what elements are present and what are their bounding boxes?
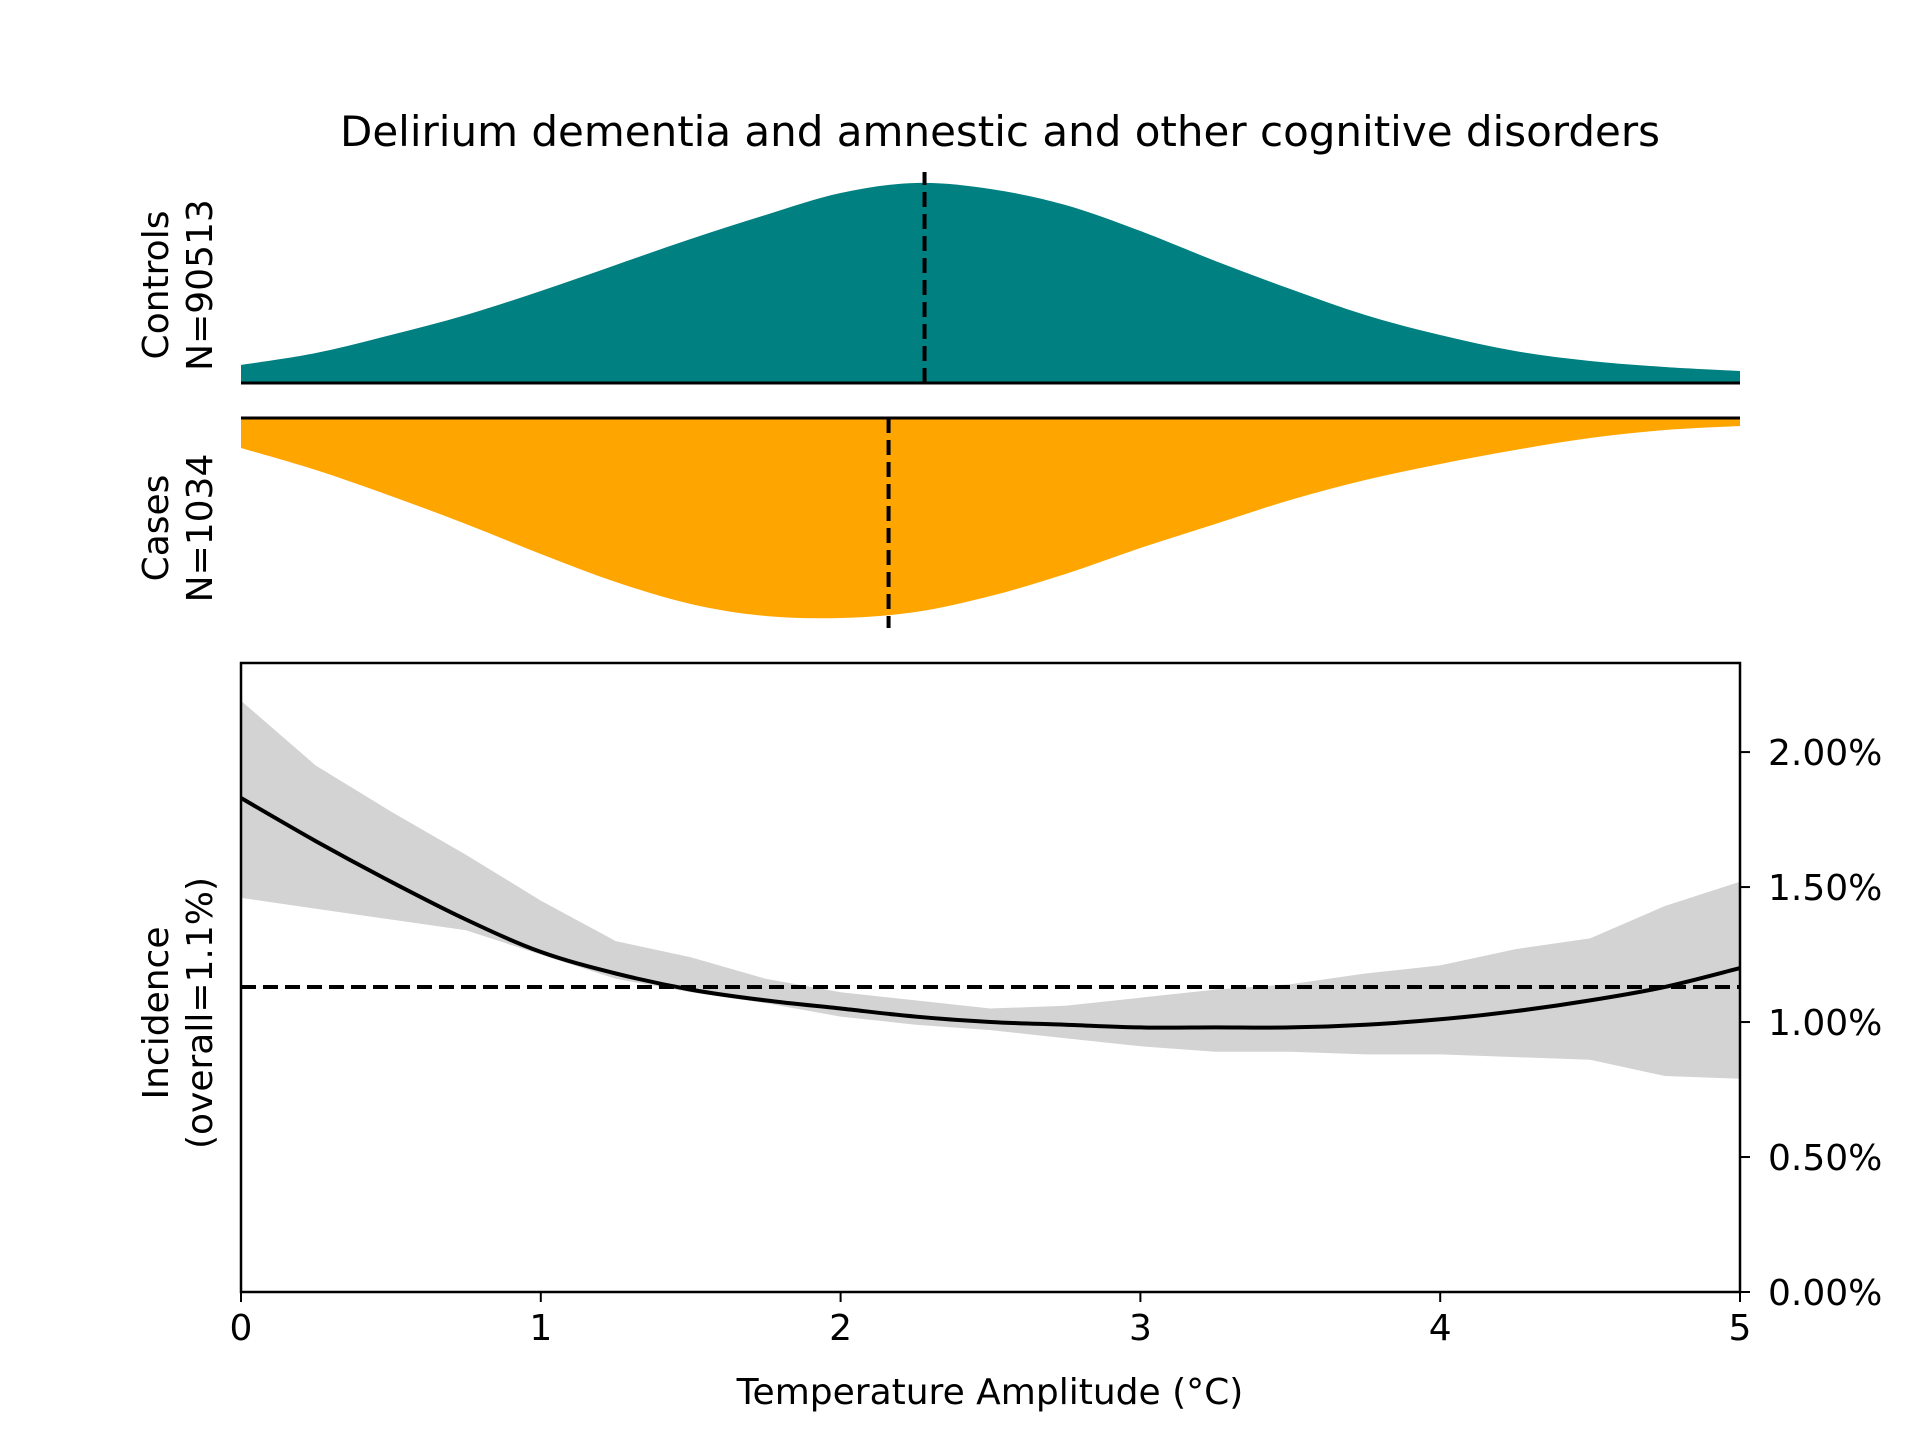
incidence-ylabel: Incidence — [136, 927, 177, 1100]
chart-title: Delirium dementia and amnestic and other… — [340, 107, 1660, 156]
x-tick-label: 1 — [529, 1308, 552, 1349]
incidence-ylabel-overall: (overall=1.1%) — [180, 877, 221, 1149]
x-tick-label: 5 — [1729, 1308, 1752, 1349]
confidence-band — [241, 700, 1740, 1079]
incidence-panel: 0 1 2 3 4 5 0.00% 0.50% 1.00% 1.50% 2.00% — [230, 661, 1882, 1349]
x-tick-label: 2 — [829, 1308, 852, 1349]
incidence-curve — [240, 796, 1741, 1030]
cases-count-label: N=1034 — [180, 454, 221, 603]
controls-density-area — [241, 182, 1740, 383]
controls-label: Controls — [136, 211, 177, 360]
y-tick-label: 0.00% — [1768, 1273, 1882, 1314]
y-tick-label: 1.00% — [1768, 1003, 1882, 1044]
x-tick-label: 0 — [230, 1308, 253, 1349]
y-tick-label: 2.00% — [1768, 733, 1882, 774]
plot-frame — [239, 661, 1742, 1294]
y-tick-label: 1.50% — [1768, 868, 1882, 909]
y-tick-label: 0.50% — [1768, 1138, 1882, 1179]
x-tick-label: 3 — [1129, 1308, 1152, 1349]
cases-label: Cases — [136, 475, 177, 582]
controls-count-label: N=90513 — [180, 199, 221, 371]
controls-density-panel — [241, 172, 1740, 385]
x-tick-label: 4 — [1429, 1308, 1452, 1349]
x-axis-label: Temperature Amplitude (°C) — [736, 1372, 1244, 1413]
cases-density-panel — [241, 416, 1740, 628]
cases-density-area — [241, 418, 1740, 619]
